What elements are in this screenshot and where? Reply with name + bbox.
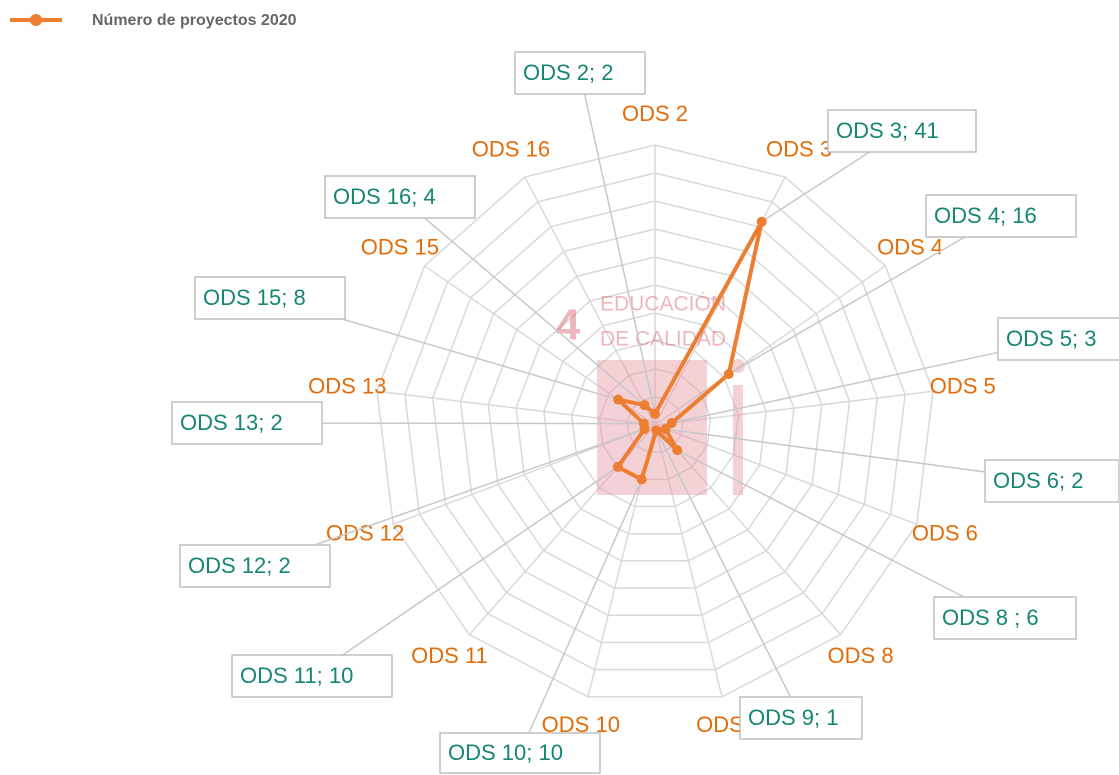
value-label: ODS 10; 10	[448, 740, 563, 765]
series-marker	[650, 409, 660, 419]
value-label: ODS 11; 10	[240, 663, 353, 688]
legend-label: Número de proyectos 2020	[92, 12, 297, 29]
value-label: ODS 4; 16	[934, 203, 1037, 228]
series-marker	[757, 217, 767, 227]
legend-marker	[30, 14, 42, 26]
series-marker	[613, 395, 623, 405]
value-label: ODS 5; 3	[1006, 326, 1096, 351]
category-label: ODS 15	[361, 235, 439, 260]
series-marker	[640, 400, 650, 410]
watermark-text: EDUCACIÓN	[600, 293, 726, 316]
category-label: ODS 8	[828, 643, 894, 668]
series-marker	[660, 424, 670, 434]
category-label: ODS 5	[930, 373, 996, 398]
value-label: ODS 12; 2	[188, 553, 291, 578]
watermark-text: DE CALIDAD	[600, 328, 726, 351]
category-label: ODS 12	[326, 521, 404, 546]
series-marker	[613, 462, 623, 472]
category-label: ODS 3	[766, 136, 832, 161]
category-label: ODS 2	[622, 101, 688, 126]
value-label: ODS 2; 2	[523, 60, 613, 85]
category-label: ODS 11	[411, 643, 488, 668]
series-marker	[637, 474, 647, 484]
leader-line	[729, 216, 1001, 374]
value-label: ODS 15; 8	[203, 285, 306, 310]
value-label: ODS 9; 1	[748, 705, 838, 730]
chart: 4 EDUCACIÓN DE CALIDAD Número de proyect…	[0, 0, 1119, 775]
value-label: ODS 16; 4	[333, 184, 436, 209]
series-marker	[651, 425, 661, 435]
category-label: ODS 6	[912, 521, 978, 546]
value-label: ODS 8 ; 6	[942, 605, 1039, 630]
watermark-book	[597, 360, 707, 495]
category-label: ODS 13	[308, 373, 386, 398]
series-marker	[639, 419, 649, 429]
watermark-bar	[733, 385, 743, 495]
series-marker	[672, 445, 682, 455]
category-label: ODS 16	[472, 136, 550, 161]
value-label: ODS 13; 2	[180, 410, 283, 435]
legend: Número de proyectos 2020	[10, 12, 297, 29]
series-marker	[724, 369, 734, 379]
value-label: ODS 6; 2	[993, 468, 1083, 493]
value-label: ODS 3; 41	[836, 118, 939, 143]
watermark-number: 4	[556, 301, 581, 350]
